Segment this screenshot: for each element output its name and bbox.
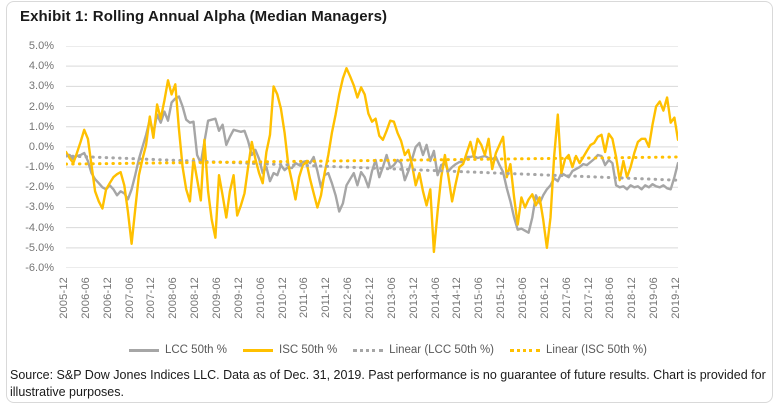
x-tick-label: 2008-06 — [167, 277, 180, 319]
x-tick-label: 2015-06 — [473, 277, 486, 319]
legend-swatch-solid — [128, 348, 159, 352]
y-tick-label: 0.0% — [28, 140, 54, 153]
x-tick-label: 2006-12 — [101, 277, 114, 319]
card-border — [6, 1, 773, 403]
x-tick-label: 2010-12 — [276, 277, 289, 319]
chart-title: Exhibit 1: Rolling Annual Alpha (Median … — [20, 8, 388, 25]
legend-item: Linear (ISC 50th %) — [510, 344, 647, 356]
legend-label: ISC 50th % — [279, 344, 338, 356]
y-tick-label: -5.0% — [25, 241, 54, 254]
x-tick-label: 2010-06 — [254, 277, 267, 319]
y-tick-label: -1.0% — [25, 161, 54, 174]
x-tick-label: 2009-12 — [232, 277, 245, 319]
x-tick-label: 2018-06 — [604, 277, 617, 319]
x-tick-label: 2017-06 — [560, 277, 573, 319]
y-tick-label: 4.0% — [28, 60, 54, 73]
x-tick-label: 2008-12 — [189, 277, 202, 319]
x-tick-label: 2014-12 — [451, 277, 464, 319]
y-tick-label: -4.0% — [25, 221, 54, 234]
x-tick-label: 2006-06 — [79, 277, 92, 319]
x-tick-label: 2013-12 — [407, 277, 420, 319]
x-tick-label: 2011-12 — [320, 277, 333, 318]
y-tick-label: 3.0% — [28, 80, 54, 93]
legend-swatch-solid — [243, 348, 273, 352]
x-tick-label: 2007-06 — [123, 277, 136, 319]
legend-swatch-dotted — [510, 348, 540, 352]
x-tick-label: 2007-12 — [145, 277, 158, 319]
x-tick-label: 2015-12 — [495, 277, 508, 319]
x-tick-label: 2009-06 — [211, 277, 223, 319]
legend-label: Linear (LCC 50th %) — [389, 344, 494, 356]
x-tick-label: 2005-12 — [58, 277, 70, 319]
legend-swatch-dotted — [353, 348, 384, 352]
trend-line-linear-lcc-50th- — [66, 154, 678, 182]
series-line-isc-50th- — [66, 67, 678, 254]
y-tick-label: -3.0% — [25, 201, 54, 214]
x-tick-label: 2014-06 — [429, 277, 442, 319]
legend-label: LCC 50th % — [164, 344, 227, 356]
y-tick-label: -2.0% — [25, 181, 54, 194]
y-axis-labels: 5.0% 4.0% 3.0% 2.0% 1.0% 0.0% -1.0% -2.0% -3.0% -… — [0, 0, 58, 300]
x-tick-label: 2018-12 — [626, 277, 639, 319]
x-tick-label: 2011-06 — [298, 277, 311, 318]
x-tick-label: 2019-12 — [670, 277, 682, 319]
y-tick-label: -6.0% — [25, 262, 54, 274]
legend-label: Linear (ISC 50th %) — [546, 344, 647, 356]
x-tick-label: 2017-12 — [582, 277, 595, 319]
y-tick-label: 1.0% — [28, 120, 54, 133]
legend-item: LCC 50th % — [128, 344, 227, 356]
y-tick-label: 5.0% — [28, 40, 54, 52]
x-tick-label: 2016-12 — [538, 277, 551, 319]
legend-item: ISC 50th % — [243, 344, 337, 356]
x-tick-label: 2019-06 — [648, 277, 661, 319]
y-tick-label: 2.0% — [28, 100, 54, 113]
source-note: Source: S&P Dow Jones Indices LLC. Data … — [10, 368, 766, 399]
series-line-lcc-50th- — [66, 95, 678, 234]
trend-line-linear-isc-50th- — [66, 155, 678, 166]
plot-area — [66, 46, 678, 268]
x-tick-label: 2012-12 — [364, 277, 376, 319]
chart-legend: LCC 50th % ISC 50th % Linear (LCC 50th %) L… — [0, 344, 776, 356]
x-tick-label: 2013-06 — [385, 277, 398, 319]
legend-item: Linear (LCC 50th %) — [353, 344, 494, 356]
x-tick-label: 2016-06 — [517, 277, 529, 319]
x-tick-label: 2012-06 — [342, 277, 355, 319]
